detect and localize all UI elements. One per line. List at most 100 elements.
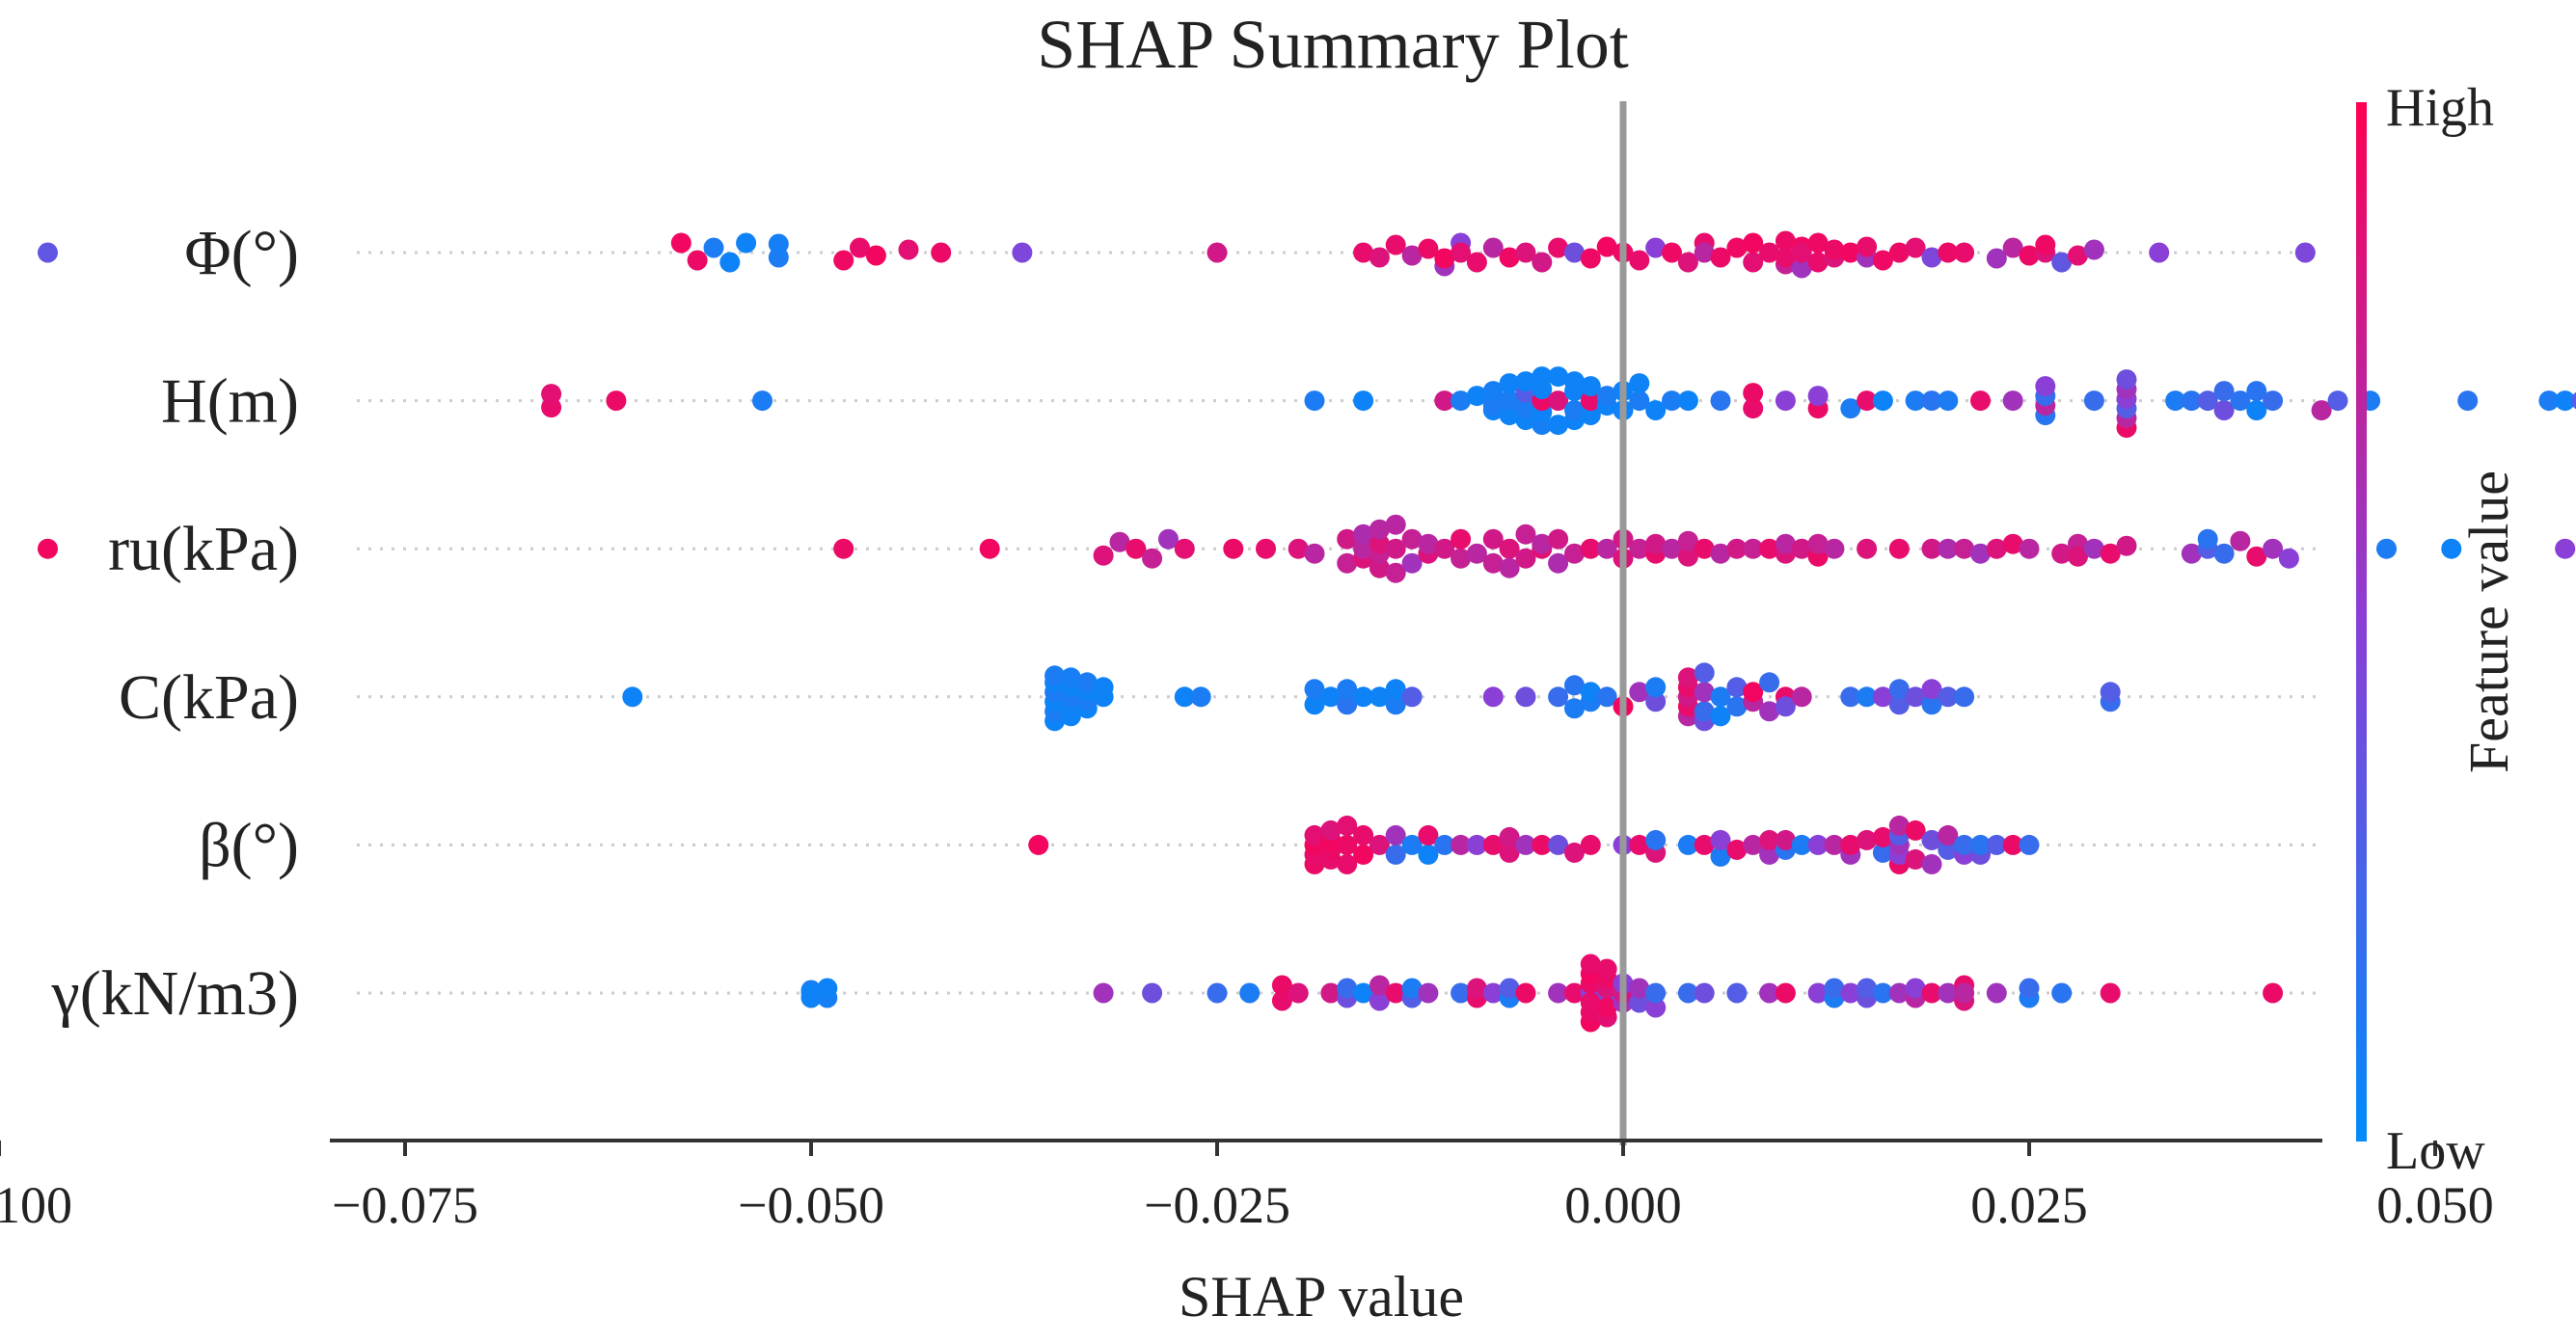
shap-point	[1970, 543, 1991, 564]
shap-point	[1482, 982, 1504, 1004]
shap-point	[1662, 538, 1682, 559]
shap-point	[2327, 390, 2348, 412]
shap-point	[2376, 538, 2397, 559]
shap-point	[1694, 538, 1715, 559]
shap-point	[1677, 834, 1698, 855]
shap-point	[2100, 543, 2121, 564]
shap-point	[1970, 390, 1991, 412]
shap-point	[2002, 533, 2023, 554]
shap-point	[850, 237, 870, 258]
feature-label: H(m)	[161, 366, 299, 437]
shap-point	[541, 384, 562, 405]
shap-point	[1775, 390, 1796, 412]
shap-point	[1629, 978, 1650, 999]
shap-points	[38, 230, 2576, 1033]
shap-point	[1872, 826, 1893, 847]
feature-label: Φ(°)	[184, 218, 299, 288]
shap-point	[1759, 538, 1780, 559]
shap-point	[2083, 538, 2104, 559]
shap-point	[622, 686, 643, 708]
shap-point	[1857, 390, 1878, 412]
shap-point	[1337, 552, 1358, 574]
shap-point	[1320, 982, 1342, 1004]
shap-point	[1743, 538, 1764, 559]
shap-point	[1824, 834, 1845, 855]
shap-point	[2035, 376, 2056, 397]
shap-point	[1888, 538, 1910, 559]
shap-point	[1385, 679, 1406, 700]
shap-point	[1824, 538, 1845, 559]
shap-point	[1369, 686, 1390, 708]
shap-point	[1905, 978, 1926, 999]
shap-point	[1938, 824, 1959, 846]
shap-point	[2100, 682, 2121, 703]
shap-point	[1710, 686, 1731, 708]
shap-point	[752, 390, 773, 412]
colorbar	[2356, 102, 2367, 1142]
shap-point	[1482, 395, 1504, 416]
x-tick-label: 0.025	[1970, 1176, 2088, 1234]
shap-point	[1677, 982, 1698, 1004]
shap-point	[1726, 677, 1748, 698]
shap-point	[1759, 829, 1780, 850]
shap-point	[1369, 519, 1390, 540]
shap-point	[1921, 538, 1942, 559]
shap-point	[1596, 958, 1617, 980]
shap-point	[1645, 400, 1667, 421]
shap-point	[1694, 662, 1715, 684]
shap-point	[800, 982, 822, 1004]
shap-point	[1775, 230, 1796, 252]
shap-point	[1548, 982, 1569, 1004]
shap-point	[2083, 239, 2104, 260]
shap-point	[1125, 538, 1147, 559]
shap-point	[1548, 237, 1569, 258]
shap-point	[1434, 248, 1455, 269]
shap-point	[2116, 369, 2137, 390]
shap-point	[1304, 390, 1325, 412]
shap-point	[1564, 543, 1585, 564]
shap-point	[1451, 982, 1472, 1004]
shap-point	[1694, 682, 1715, 703]
x-axis-ticks: −0.125−0.100−0.075−0.050−0.0250.0000.025…	[0, 1141, 2494, 1234]
shap-point	[1174, 686, 1195, 708]
shap-point	[1076, 672, 1098, 693]
shap-point	[1905, 390, 1926, 412]
shap-point	[2019, 834, 2040, 855]
shap-point	[1418, 238, 1439, 259]
shap-point	[1418, 844, 1439, 865]
shap-point	[1337, 834, 1358, 855]
shap-point	[1369, 975, 1390, 996]
shap-point	[1385, 538, 1406, 559]
shap-point	[2230, 530, 2251, 551]
shap-point	[1564, 982, 1585, 1004]
feature-label: ru(kPa)	[108, 514, 299, 584]
shap-point	[1677, 252, 1698, 273]
shap-point	[1954, 686, 1975, 708]
shap-point	[1759, 672, 1780, 693]
shap-point	[1532, 533, 1553, 554]
shap-point	[1385, 562, 1406, 583]
shap-point	[1353, 538, 1374, 559]
shap-point	[1499, 247, 1520, 268]
shap-point	[1905, 686, 1926, 708]
shap-point	[1629, 373, 1650, 394]
shap-point	[1986, 248, 2007, 269]
shap-point	[1466, 834, 1487, 855]
shap-point	[1353, 686, 1374, 708]
shap-point	[1385, 982, 1406, 1004]
shap-point	[1840, 982, 1861, 1004]
shap-point	[1743, 834, 1764, 855]
shap-point	[1044, 665, 1066, 686]
shap-point	[1482, 686, 1504, 708]
shap-point	[1938, 390, 1959, 412]
shap-point	[1548, 686, 1569, 708]
shap-point	[1645, 982, 1667, 1004]
shap-point	[2149, 242, 2170, 263]
shap-point	[1418, 824, 1439, 846]
shap-point	[1369, 247, 1390, 268]
shap-point	[1337, 815, 1358, 836]
shap-point	[1662, 242, 1682, 263]
shap-point	[1710, 706, 1731, 727]
shap-point	[1629, 390, 1650, 412]
